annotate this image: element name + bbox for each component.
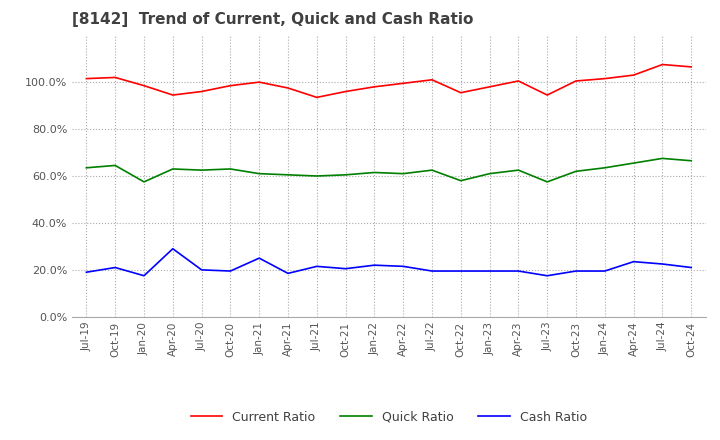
Cash Ratio	[255, 256, 264, 261]
Current Ratio	[456, 90, 465, 95]
Cash Ratio	[514, 268, 523, 274]
Quick Ratio	[284, 172, 292, 177]
Cash Ratio	[399, 264, 408, 269]
Quick Ratio	[168, 166, 177, 172]
Current Ratio	[600, 76, 609, 81]
Quick Ratio	[399, 171, 408, 176]
Quick Ratio	[658, 156, 667, 161]
Line: Current Ratio: Current Ratio	[86, 65, 691, 97]
Quick Ratio	[370, 170, 379, 175]
Current Ratio	[629, 73, 638, 78]
Quick Ratio	[629, 161, 638, 166]
Quick Ratio	[255, 171, 264, 176]
Cash Ratio	[456, 268, 465, 274]
Current Ratio	[514, 78, 523, 84]
Quick Ratio	[543, 179, 552, 184]
Current Ratio	[543, 92, 552, 98]
Current Ratio	[226, 83, 235, 88]
Quick Ratio	[485, 171, 494, 176]
Current Ratio	[572, 78, 580, 84]
Quick Ratio	[111, 163, 120, 168]
Current Ratio	[485, 84, 494, 89]
Cash Ratio	[284, 271, 292, 276]
Current Ratio	[82, 76, 91, 81]
Cash Ratio	[572, 268, 580, 274]
Quick Ratio	[197, 168, 206, 173]
Cash Ratio	[629, 259, 638, 264]
Current Ratio	[312, 95, 321, 100]
Quick Ratio	[341, 172, 350, 177]
Cash Ratio	[543, 273, 552, 279]
Cash Ratio	[428, 268, 436, 274]
Cash Ratio	[226, 268, 235, 274]
Cash Ratio	[168, 246, 177, 251]
Quick Ratio	[456, 178, 465, 183]
Cash Ratio	[312, 264, 321, 269]
Quick Ratio	[82, 165, 91, 170]
Quick Ratio	[312, 173, 321, 179]
Current Ratio	[399, 81, 408, 86]
Line: Cash Ratio: Cash Ratio	[86, 249, 691, 276]
Line: Quick Ratio: Quick Ratio	[86, 158, 691, 182]
Cash Ratio	[370, 263, 379, 268]
Cash Ratio	[111, 265, 120, 270]
Current Ratio	[255, 80, 264, 85]
Current Ratio	[284, 85, 292, 91]
Current Ratio	[341, 89, 350, 94]
Cash Ratio	[687, 265, 696, 270]
Quick Ratio	[226, 166, 235, 172]
Cash Ratio	[658, 261, 667, 267]
Quick Ratio	[140, 179, 148, 184]
Current Ratio	[687, 64, 696, 70]
Cash Ratio	[485, 268, 494, 274]
Current Ratio	[111, 75, 120, 80]
Legend: Current Ratio, Quick Ratio, Cash Ratio: Current Ratio, Quick Ratio, Cash Ratio	[186, 406, 592, 429]
Cash Ratio	[600, 268, 609, 274]
Quick Ratio	[687, 158, 696, 163]
Quick Ratio	[514, 168, 523, 173]
Current Ratio	[140, 83, 148, 88]
Current Ratio	[197, 89, 206, 94]
Cash Ratio	[341, 266, 350, 271]
Current Ratio	[428, 77, 436, 82]
Quick Ratio	[572, 169, 580, 174]
Current Ratio	[168, 92, 177, 98]
Cash Ratio	[140, 273, 148, 279]
Current Ratio	[658, 62, 667, 67]
Cash Ratio	[197, 267, 206, 272]
Text: [8142]  Trend of Current, Quick and Cash Ratio: [8142] Trend of Current, Quick and Cash …	[72, 12, 473, 27]
Quick Ratio	[600, 165, 609, 170]
Quick Ratio	[428, 168, 436, 173]
Cash Ratio	[82, 270, 91, 275]
Current Ratio	[370, 84, 379, 89]
